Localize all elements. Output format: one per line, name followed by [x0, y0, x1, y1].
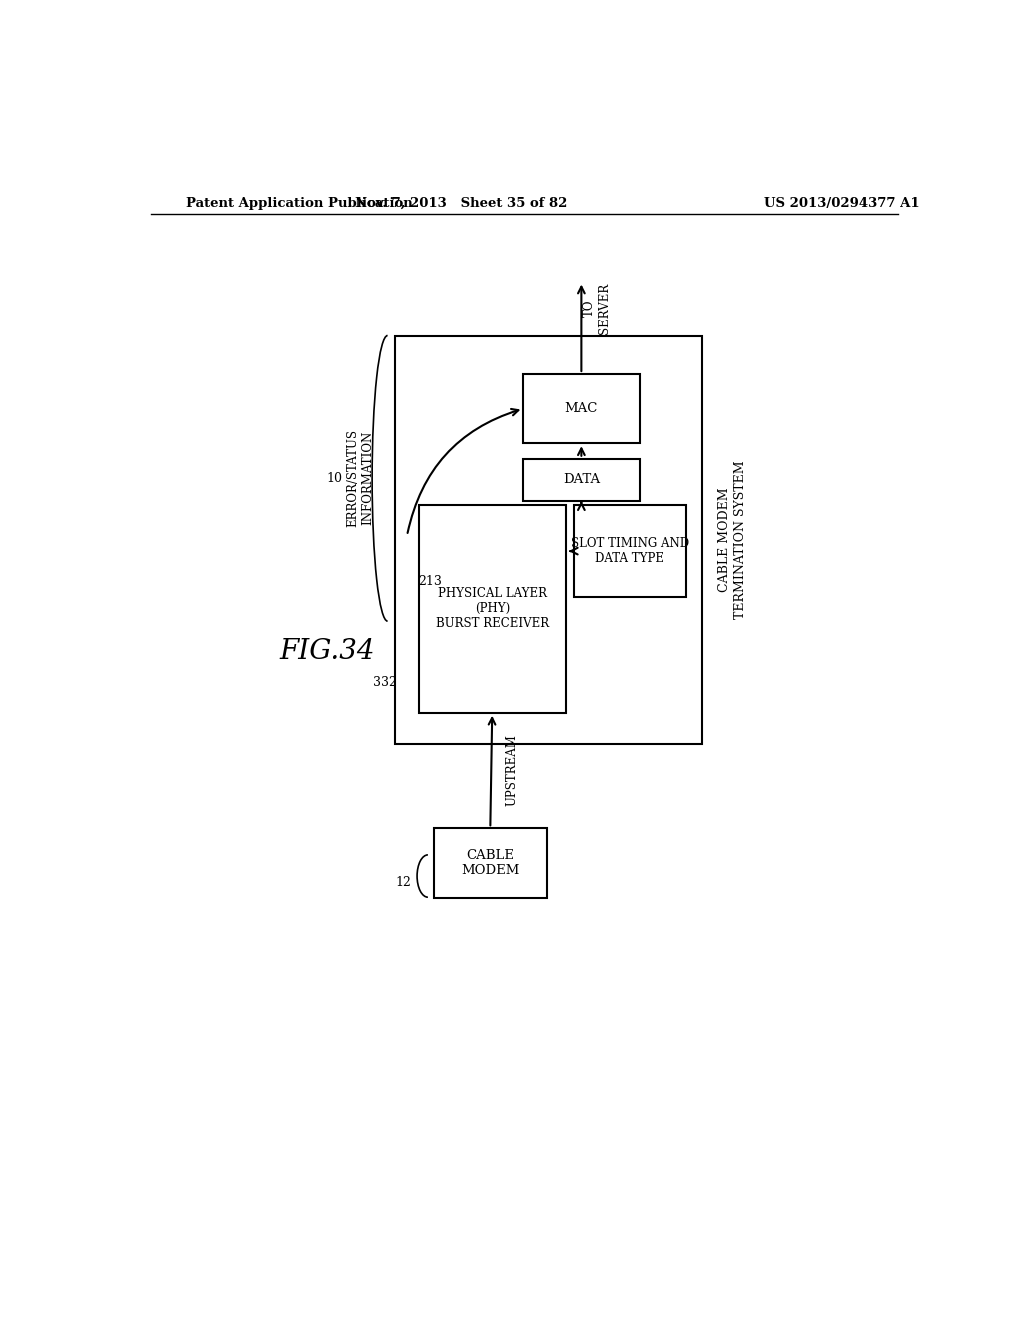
- Text: CABLE MODEM
TERMINATION SYSTEM: CABLE MODEM TERMINATION SYSTEM: [719, 461, 746, 619]
- Text: Nov. 7, 2013   Sheet 35 of 82: Nov. 7, 2013 Sheet 35 of 82: [355, 197, 567, 210]
- Bar: [573, 506, 686, 598]
- Bar: [395, 335, 701, 743]
- Text: ERROR/STATUS
INFORMATION: ERROR/STATUS INFORMATION: [346, 429, 375, 527]
- Text: MAC: MAC: [564, 403, 598, 416]
- Text: 213: 213: [419, 576, 442, 589]
- Text: PHYSICAL LAYER
(PHY)
BURST RECEIVER: PHYSICAL LAYER (PHY) BURST RECEIVER: [435, 587, 549, 631]
- Bar: [419, 506, 566, 713]
- Text: US 2013/0294377 A1: US 2013/0294377 A1: [764, 197, 920, 210]
- Text: TO
SERVER: TO SERVER: [583, 282, 611, 334]
- Bar: [523, 374, 640, 444]
- Text: SLOT TIMING AND
DATA TYPE: SLOT TIMING AND DATA TYPE: [570, 537, 689, 565]
- Bar: [523, 459, 640, 502]
- Text: DATA: DATA: [563, 474, 600, 486]
- Text: 12: 12: [395, 875, 411, 888]
- Text: 332: 332: [373, 676, 397, 689]
- Text: FIG.34: FIG.34: [280, 638, 375, 665]
- Text: Patent Application Publication: Patent Application Publication: [186, 197, 413, 210]
- Text: UPSTREAM: UPSTREAM: [506, 735, 518, 807]
- Text: CABLE
MODEM: CABLE MODEM: [461, 849, 519, 876]
- Bar: [434, 829, 547, 898]
- Text: 10: 10: [327, 471, 343, 484]
